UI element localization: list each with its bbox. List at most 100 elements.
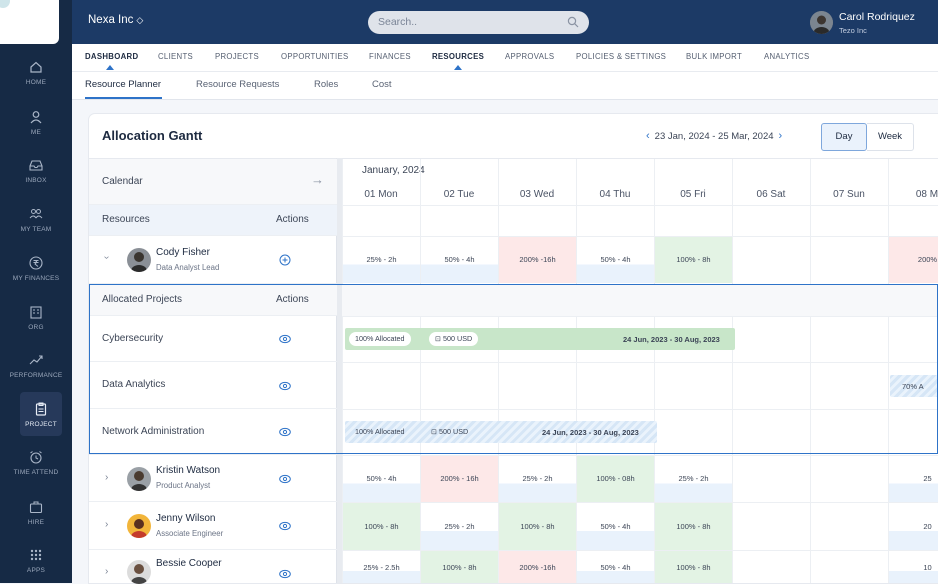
rail-item-me[interactable]: ME — [0, 100, 72, 144]
panel-splitter[interactable] — [337, 158, 342, 583]
allocation-cell[interactable]: 25% - 2h — [421, 503, 498, 550]
next-arrow-icon[interactable]: › — [778, 130, 783, 142]
chevron-right-icon[interactable]: › — [105, 472, 109, 483]
avatar — [127, 560, 151, 584]
org-switcher[interactable]: Nexa Inc ◇ — [88, 14, 143, 26]
eye-icon[interactable] — [279, 474, 291, 484]
eye-icon[interactable] — [279, 569, 291, 579]
allocation-cell[interactable]: 200% — [889, 237, 938, 283]
nav-resources[interactable]: RESOURCES — [432, 52, 485, 61]
allocation-cell[interactable]: 200% -16h — [499, 237, 576, 283]
nav-opportunities[interactable]: OPPORTUNITIES — [281, 52, 349, 61]
nav-clients[interactable]: CLIENTS — [158, 52, 194, 61]
rail-item-label: INBOX — [25, 176, 47, 184]
project-row[interactable]: Data Analytics — [89, 362, 337, 409]
row-divider — [342, 205, 938, 206]
allocation-cell[interactable]: 100% - 8h — [655, 237, 732, 283]
rail-item-home[interactable]: HOME — [0, 50, 72, 94]
resource-row-kristin[interactable]: › Kristin Watson Product Analyst — [89, 455, 337, 502]
chevron-right-icon[interactable]: › — [105, 519, 109, 530]
allocation-cell[interactable]: 100% - 8h — [343, 503, 420, 550]
allocation-cell[interactable]: 50% - 4h — [421, 237, 498, 283]
allocation-cell[interactable]: 50% - 4h — [577, 237, 654, 283]
day-button[interactable]: Day — [821, 123, 867, 151]
project-row[interactable]: Network Administration — [89, 409, 337, 455]
allocation-cell[interactable]: 100% - 8h — [499, 503, 576, 550]
home-icon — [30, 61, 42, 73]
user-name: Carol Rodriquez — [839, 11, 915, 23]
eye-icon[interactable] — [279, 334, 291, 344]
rail-item-apps[interactable]: APPS — [0, 538, 72, 582]
chevron-down-icon[interactable]: › — [101, 255, 113, 260]
nav-bulk-import[interactable]: BULK IMPORT — [686, 52, 743, 61]
gantt-grid: January, 2024 01 Mon 02 Tue 03 Wed 04 Thu 05… — [342, 158, 938, 583]
nav-dashboard[interactable]: DASHBOARD — [85, 52, 139, 61]
money-icon: ⊡ — [435, 334, 444, 343]
arrow-right-icon[interactable]: → — [311, 172, 324, 187]
project-name: Cybersecurity — [102, 333, 164, 344]
project-bar[interactable]: 70% A — [890, 375, 938, 397]
tab-cost[interactable]: Cost — [372, 79, 392, 90]
eye-icon[interactable] — [279, 381, 291, 391]
project-bar[interactable]: 100% Allocated ⊡ 500 USD 24 Jun, 2023 - 30… — [345, 328, 735, 350]
search-input[interactable]: Search.. — [368, 11, 589, 34]
allocation-cell[interactable]: 100% - 8h — [421, 551, 498, 583]
project-name: Data Analytics — [102, 379, 166, 390]
nav-projects[interactable]: PROJECTS — [215, 52, 259, 61]
allocation-cell[interactable]: 10 — [889, 551, 938, 583]
rail-item-hire[interactable]: HIRE — [0, 490, 72, 534]
day-header: 02 Tue — [443, 189, 475, 200]
avatar — [127, 467, 151, 491]
rail-item-inbox[interactable]: INBOX — [0, 148, 72, 192]
allocation-cell[interactable]: 25 — [889, 456, 938, 502]
resource-row-jenny[interactable]: › Jenny Wilson Associate Engineer — [89, 502, 337, 550]
cost-pill: ⊡ 500 USD — [429, 332, 479, 346]
prev-arrow-icon[interactable]: ‹ — [646, 130, 650, 142]
allocation-cell[interactable]: 25% - 2h — [655, 456, 732, 502]
rail-item-label: ME — [30, 128, 42, 136]
add-circle-icon[interactable] — [279, 254, 291, 266]
tab-resource-requests[interactable]: Resource Requests — [196, 79, 280, 90]
allocation-cell[interactable]: 100% - 08h — [577, 456, 654, 502]
allocation-cell[interactable]: 200% -16h — [499, 551, 576, 583]
project-bar[interactable]: 100% Allocated ⊡ 500 USD 24 Jun, 2023 - 30… — [345, 421, 657, 443]
rail-item-my-team[interactable]: MY TEAM — [0, 197, 72, 241]
cost-pill: ⊡ 500 USD — [425, 425, 474, 439]
resource-panel: Calendar → Resources Actions › Cody Fish… — [89, 158, 337, 584]
allocation-cell[interactable]: 100% - 8h — [655, 503, 732, 550]
allocation-cell[interactable]: 100% - 8h — [655, 551, 732, 583]
nav-policies-settings[interactable]: POLICIES & SETTINGS — [576, 52, 667, 61]
tab-resource-planner[interactable]: Resource Planner — [85, 79, 162, 90]
rail-item-performance[interactable]: PERFORMANCE — [0, 343, 72, 387]
user-org: Tezo Inc — [839, 26, 867, 35]
allocation-cell[interactable]: 50% - 4h — [343, 456, 420, 502]
user-avatar[interactable] — [810, 11, 833, 34]
nav-approvals[interactable]: APPROVALS — [505, 52, 555, 61]
week-button[interactable]: Week — [867, 123, 914, 151]
resource-row-cody[interactable]: › Cody Fisher Data Analyst Lead — [89, 236, 337, 284]
allocation-cell[interactable]: 20 — [889, 503, 938, 550]
rail-item-time-attend[interactable]: TIME ATTEND — [0, 440, 72, 484]
allocation-cell[interactable]: 25% - 2h — [343, 237, 420, 283]
allocation-cell[interactable]: 200% - 16h — [421, 456, 498, 502]
resource-role: Product Analyst — [156, 481, 211, 490]
nav-finances[interactable]: FINANCES — [369, 52, 411, 61]
allocation-cell[interactable]: 25% - 2.5h — [343, 551, 420, 583]
allocation-gantt-card: Allocation Gantt ‹ 23 Jan, 2024 - 25 Mar,… — [89, 114, 938, 584]
eye-icon[interactable] — [279, 521, 291, 531]
allocation-cell[interactable]: 25% - 2h — [499, 456, 576, 502]
project-row[interactable]: Cybersecurity — [89, 316, 337, 362]
allocated-projects-label: Allocated Projects — [102, 294, 183, 305]
rail-item-org[interactable]: ORG — [0, 295, 72, 339]
nav-analytics[interactable]: ANALYTICS — [764, 52, 810, 61]
chevron-right-icon[interactable]: › — [105, 566, 109, 577]
rail-item-project[interactable]: PROJECT — [20, 392, 62, 436]
money-icon: ⊡ — [431, 427, 440, 436]
rail-item-my-finances[interactable]: MY FINANCES — [0, 246, 72, 290]
allocation-cell[interactable]: 50% - 4h — [577, 503, 654, 550]
eye-icon[interactable] — [279, 427, 291, 437]
resource-row-bessie[interactable]: › Bessie Cooper — [89, 550, 337, 584]
allocation-cell[interactable]: 50% - 4h — [577, 551, 654, 583]
day-column — [810, 159, 811, 583]
tab-roles[interactable]: Roles — [314, 79, 339, 90]
